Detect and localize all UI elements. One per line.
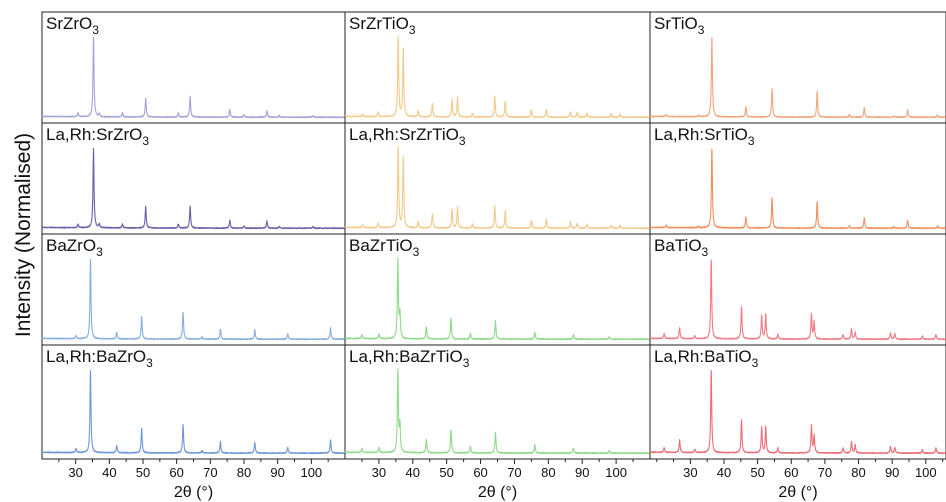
diffraction-trace (344, 368, 651, 455)
panel: SrTiO3 (649, 11, 946, 124)
x-tick-label: 50 (136, 465, 150, 480)
x-tick-label: 90 (270, 465, 284, 480)
x-tick-label: 80 (237, 465, 251, 480)
x-axis-label: 2θ (°) (478, 484, 517, 501)
x-tick-label: 70 (203, 465, 217, 480)
x-tick-label: 100 (300, 465, 322, 480)
diffraction-trace (41, 36, 346, 119)
panel: SrZrO3 (41, 11, 346, 124)
diffraction-trace (649, 259, 946, 341)
x-tick-label: 80 (541, 465, 555, 480)
x-tick-label: 90 (575, 465, 589, 480)
column-2: SrZrTiO3 La,Rh:SrZrTiO3 BaZrTiO3 La,Rh:BaZr… (344, 11, 651, 501)
panel: SrZrTiO3 (344, 11, 651, 124)
panel-label: La,Rh:BaTiO3 (654, 347, 759, 370)
panel: La,Rh:SrTiO3 (649, 122, 946, 235)
x-tick-label: 40 (406, 465, 420, 480)
x-tick-label: 30 (68, 465, 82, 480)
x-tick-label: 50 (750, 465, 764, 480)
diffraction-trace (41, 147, 346, 230)
panel-label: SrTiO3 (654, 14, 705, 37)
x-tick-label: 30 (683, 465, 697, 480)
panel-label: La,Rh:BaZrO3 (46, 347, 153, 370)
panel-label: La,Rh:SrZrO3 (46, 125, 149, 148)
panel-label: BaZrTiO3 (349, 236, 420, 259)
panel: La,Rh:SrZrTiO3 (344, 122, 651, 235)
diffraction-trace (344, 35, 651, 119)
diffraction-trace (649, 36, 946, 119)
x-tick-label: 80 (851, 465, 865, 480)
diffraction-trace (649, 148, 946, 230)
panel-grid: SrZrO3 La,Rh:SrZrO3 BaZrO3 La,Rh:BaZrO3 30 40… (41, 11, 946, 501)
panel: BaZrO3 (41, 233, 346, 346)
panel-label: La,Rh:SrZrTiO3 (349, 125, 466, 148)
x-tick-label: 100 (915, 465, 937, 480)
panel: BaZrTiO3 (344, 233, 651, 346)
x-tick-label: 60 (784, 465, 798, 480)
x-tick-label: 60 (169, 465, 183, 480)
panel: La,Rh:SrZrO3 (41, 122, 346, 235)
diffraction-trace (41, 259, 346, 341)
column-3: SrTiO3 La,Rh:SrTiO3 BaTiO3 La,Rh:BaTiO3 30 40… (649, 11, 946, 501)
x-tick-label: 40 (717, 465, 731, 480)
x-tick-label: 90 (885, 465, 899, 480)
x-axis-label: 2θ (°) (174, 484, 213, 501)
panel-label: La,Rh:BaZrTiO3 (349, 347, 470, 370)
panel-frame (649, 344, 946, 460)
x-tick-label: 100 (605, 465, 627, 480)
x-tick-label: 40 (102, 465, 116, 480)
x-tick-label: 50 (439, 465, 453, 480)
panel-label: SrZrTiO3 (349, 14, 416, 37)
x-tick-label: 70 (507, 465, 521, 480)
panel: La,Rh:BaZrO3 (41, 344, 346, 460)
diffraction-trace (344, 257, 651, 341)
x-tick-label: 60 (473, 465, 487, 480)
x-tick-label: 30 (372, 465, 386, 480)
y-axis-label: Intensity (Normalised) (12, 133, 35, 337)
diffraction-trace (41, 369, 346, 455)
panel: La,Rh:BaZrTiO3 (344, 344, 651, 460)
panel-label: BaTiO3 (654, 236, 709, 259)
column-1: SrZrO3 La,Rh:SrZrO3 BaZrO3 La,Rh:BaZrO3 30 40… (41, 11, 346, 501)
diffraction-trace (649, 369, 946, 455)
panel-label: BaZrO3 (46, 236, 103, 259)
diffraction-trace (344, 146, 651, 230)
x-tick-label: 70 (818, 465, 832, 480)
panel-label: SrZrO3 (46, 14, 99, 37)
x-axis-label: 2θ (°) (778, 484, 817, 501)
panel: La,Rh:BaTiO3 (649, 344, 946, 460)
panel: BaTiO3 (649, 233, 946, 346)
panel-label: La,Rh:SrTiO3 (654, 125, 755, 148)
